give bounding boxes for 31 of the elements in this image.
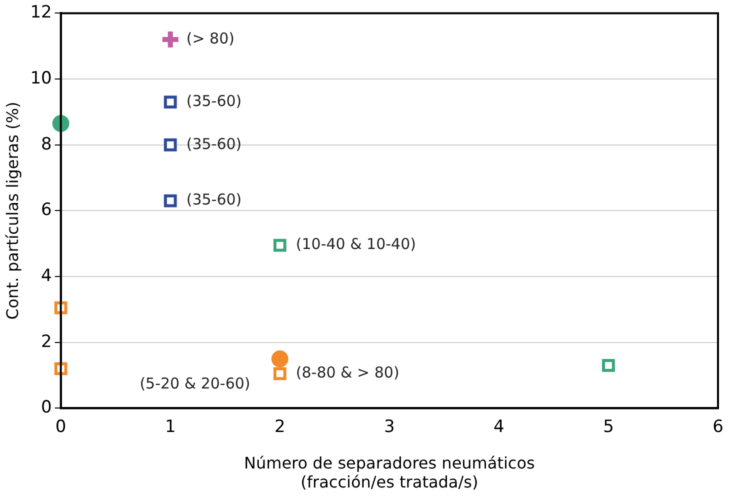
y-tick-label: 6: [41, 200, 52, 220]
point: [164, 194, 177, 208]
y-tick-label: 8: [41, 134, 52, 154]
point: [164, 96, 177, 109]
data-label: (8-80 & > 80): [296, 364, 400, 382]
point: [271, 350, 288, 368]
y-tick-label: 4: [41, 266, 52, 286]
x-tick-label: 4: [494, 416, 504, 437]
x-tick-label: 3: [384, 416, 395, 437]
data-label: (10-40 & 10-40): [296, 235, 416, 254]
point: [54, 301, 68, 314]
data-label: (35-60): [186, 92, 242, 110]
annotation: (5-20 & 20-60): [140, 374, 250, 392]
y-tick-label: 10: [30, 68, 52, 88]
y-tick-label: 2: [41, 332, 52, 352]
point: [273, 238, 286, 252]
x-tick-label: 2: [274, 416, 286, 437]
x-axis-title: Número de separadores neumáticos (fracción/es tratada/s): [244, 453, 535, 492]
point: [273, 367, 286, 380]
x-tick-label: 5: [603, 416, 614, 437]
data-label: (35-60): [186, 134, 242, 153]
y-axis-title: Cont. partículas ligeras (%): [2, 102, 22, 320]
y-tick-label: 0: [41, 398, 52, 418]
point: [164, 138, 177, 152]
data-label: (> 80): [186, 29, 234, 48]
point: [602, 358, 615, 372]
x-tick-label: 0: [55, 416, 66, 437]
data-label: (35-60): [186, 190, 242, 209]
y-tick-label: 12: [30, 2, 52, 23]
x-tick-label: 1: [164, 416, 176, 437]
x-tick-label: 6: [712, 416, 724, 437]
